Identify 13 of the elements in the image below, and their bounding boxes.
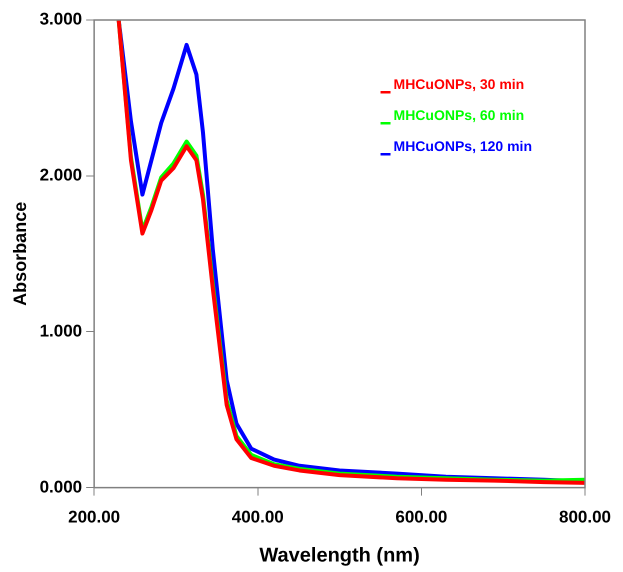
legend-label: MHCuONPs, 120 min [394,138,532,154]
y-axis-title: Absorbance [10,202,30,306]
y-tick-label: 2.000 [40,166,82,185]
x-tick-label: 600.00 [395,507,448,526]
x-axis-title: Wavelength (nm) [259,544,420,567]
y-tick-label: 0.000 [40,477,82,496]
x-tick-label: 400.00 [232,507,284,526]
x-tick-label: 200.00 [68,507,120,526]
legend-label: MHCuONPs, 60 min [394,106,524,123]
x-tick-label: 800.00 [559,507,611,526]
y-tick-label: 3.000 [40,10,82,29]
legend-label: MHCuONPs, 30 min [394,76,524,92]
y-tick-label: 1.000 [40,321,82,340]
